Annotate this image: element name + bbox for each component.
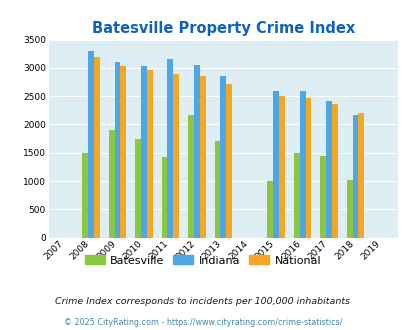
Bar bbox=[346, 180, 352, 238]
Bar bbox=[358, 113, 363, 238]
Bar bbox=[109, 130, 114, 238]
Legend: Batesville, Indiana, National: Batesville, Indiana, National bbox=[80, 251, 325, 270]
Bar bbox=[194, 65, 199, 238]
Bar bbox=[161, 157, 167, 238]
Bar bbox=[325, 101, 331, 238]
Bar bbox=[214, 142, 220, 238]
Title: Batesville Property Crime Index: Batesville Property Crime Index bbox=[92, 21, 354, 36]
Bar bbox=[267, 181, 273, 238]
Text: © 2025 CityRating.com - https://www.cityrating.com/crime-statistics/: © 2025 CityRating.com - https://www.city… bbox=[64, 318, 341, 327]
Bar bbox=[199, 76, 205, 238]
Bar bbox=[88, 51, 94, 238]
Bar bbox=[135, 139, 141, 238]
Bar bbox=[82, 153, 88, 238]
Bar bbox=[147, 70, 152, 238]
Bar bbox=[273, 90, 278, 238]
Bar bbox=[299, 90, 305, 238]
Bar bbox=[173, 74, 179, 238]
Bar bbox=[120, 66, 126, 238]
Bar bbox=[278, 96, 284, 238]
Bar bbox=[331, 104, 337, 238]
Bar bbox=[141, 66, 147, 238]
Bar bbox=[114, 62, 120, 238]
Bar bbox=[167, 59, 173, 238]
Bar bbox=[94, 56, 100, 238]
Bar bbox=[305, 98, 311, 238]
Text: Crime Index corresponds to incidents per 100,000 inhabitants: Crime Index corresponds to incidents per… bbox=[55, 297, 350, 307]
Bar bbox=[352, 115, 358, 238]
Bar bbox=[226, 84, 232, 238]
Bar bbox=[220, 76, 226, 238]
Bar bbox=[293, 153, 299, 238]
Bar bbox=[188, 115, 194, 238]
Bar bbox=[320, 155, 325, 238]
